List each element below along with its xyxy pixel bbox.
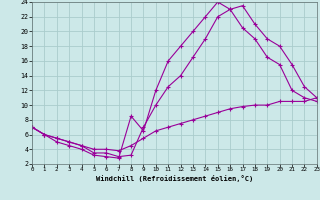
X-axis label: Windchill (Refroidissement éolien,°C): Windchill (Refroidissement éolien,°C)	[96, 175, 253, 182]
